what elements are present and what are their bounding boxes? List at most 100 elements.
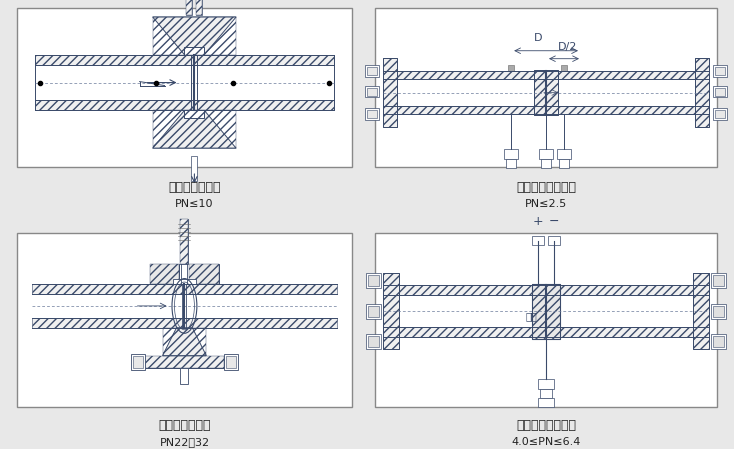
Bar	[368, 306, 379, 317]
Bar	[383, 58, 397, 128]
Text: PN22，32: PN22，32	[159, 437, 209, 447]
Bar	[366, 304, 381, 319]
Bar	[534, 70, 558, 115]
Bar	[186, 0, 192, 15]
Bar	[192, 156, 197, 181]
Bar	[383, 327, 709, 337]
Text: 法兰取压标准孔板: 法兰取压标准孔板	[516, 419, 576, 432]
Bar	[367, 66, 377, 75]
Polygon shape	[153, 17, 236, 55]
Bar	[32, 284, 337, 294]
Text: 高压透镜垫孔板: 高压透镜垫孔板	[159, 419, 211, 432]
Bar	[383, 70, 709, 79]
Bar	[224, 354, 238, 370]
Text: 4.0≤PN≤6.4: 4.0≤PN≤6.4	[512, 437, 581, 447]
Bar	[559, 159, 569, 168]
Bar	[367, 88, 377, 96]
Bar	[504, 149, 518, 159]
Bar	[546, 284, 560, 339]
Bar	[713, 109, 727, 120]
Polygon shape	[162, 328, 206, 356]
Bar	[367, 110, 377, 119]
Polygon shape	[153, 110, 236, 148]
Bar	[366, 273, 381, 288]
Bar	[365, 109, 379, 120]
Bar	[546, 70, 558, 115]
Bar	[541, 159, 551, 168]
Bar	[383, 58, 397, 128]
Bar	[153, 110, 236, 148]
Bar	[695, 58, 709, 128]
Bar	[17, 8, 352, 167]
Bar	[715, 88, 725, 96]
Bar	[181, 220, 189, 264]
Bar	[145, 356, 224, 368]
Bar	[540, 389, 552, 398]
Bar	[145, 356, 224, 368]
Bar	[189, 264, 219, 284]
Bar	[172, 279, 197, 284]
Text: 焊接式八槽孔板: 焊接式八槽孔板	[168, 181, 221, 194]
Bar	[383, 273, 399, 349]
Text: −: −	[549, 215, 559, 228]
Bar	[184, 47, 204, 55]
Bar	[150, 264, 180, 284]
Bar	[711, 334, 726, 349]
Bar	[694, 273, 709, 349]
Bar	[366, 334, 381, 349]
Bar	[186, 0, 192, 15]
Bar	[534, 70, 546, 115]
Bar	[150, 264, 180, 284]
Text: PN≤2.5: PN≤2.5	[525, 199, 567, 209]
Bar	[226, 356, 236, 368]
Bar	[713, 336, 724, 347]
Bar	[711, 304, 726, 319]
Bar	[34, 55, 334, 65]
Bar	[538, 398, 554, 407]
Bar	[539, 149, 553, 159]
Bar	[532, 284, 560, 339]
Bar	[538, 379, 554, 389]
Text: 径距取压标准孔板: 径距取压标准孔板	[516, 181, 576, 194]
Text: PN≤10: PN≤10	[175, 199, 214, 209]
Bar	[153, 17, 236, 55]
Bar	[715, 66, 725, 75]
Bar	[694, 273, 709, 349]
Bar	[508, 65, 515, 70]
Bar	[32, 318, 337, 328]
Bar	[383, 106, 709, 114]
Bar	[368, 336, 379, 347]
Bar	[532, 236, 544, 246]
Bar	[557, 149, 571, 159]
Bar	[383, 285, 709, 295]
Bar	[189, 264, 219, 284]
Bar	[561, 65, 567, 70]
Bar	[34, 101, 334, 110]
Bar	[184, 110, 204, 119]
Bar	[17, 233, 352, 407]
Bar	[713, 275, 724, 286]
Bar	[375, 8, 717, 167]
Bar	[713, 65, 727, 77]
Bar	[713, 86, 727, 97]
Bar	[181, 368, 189, 383]
Bar	[162, 328, 206, 356]
Bar	[383, 273, 399, 349]
Text: 流向: 流向	[526, 311, 537, 321]
Bar	[365, 86, 379, 97]
Bar	[197, 0, 203, 15]
Bar	[506, 159, 516, 168]
Bar	[375, 233, 717, 407]
Bar	[713, 306, 724, 317]
Text: +: +	[533, 215, 543, 228]
Text: D: D	[534, 33, 542, 43]
Bar	[181, 220, 189, 264]
Bar	[695, 58, 709, 128]
Bar	[197, 0, 203, 15]
Bar	[532, 284, 546, 339]
Bar	[131, 354, 145, 370]
Bar	[365, 65, 379, 77]
Bar	[368, 275, 379, 286]
Bar	[711, 273, 726, 288]
Text: D/2: D/2	[559, 42, 578, 52]
